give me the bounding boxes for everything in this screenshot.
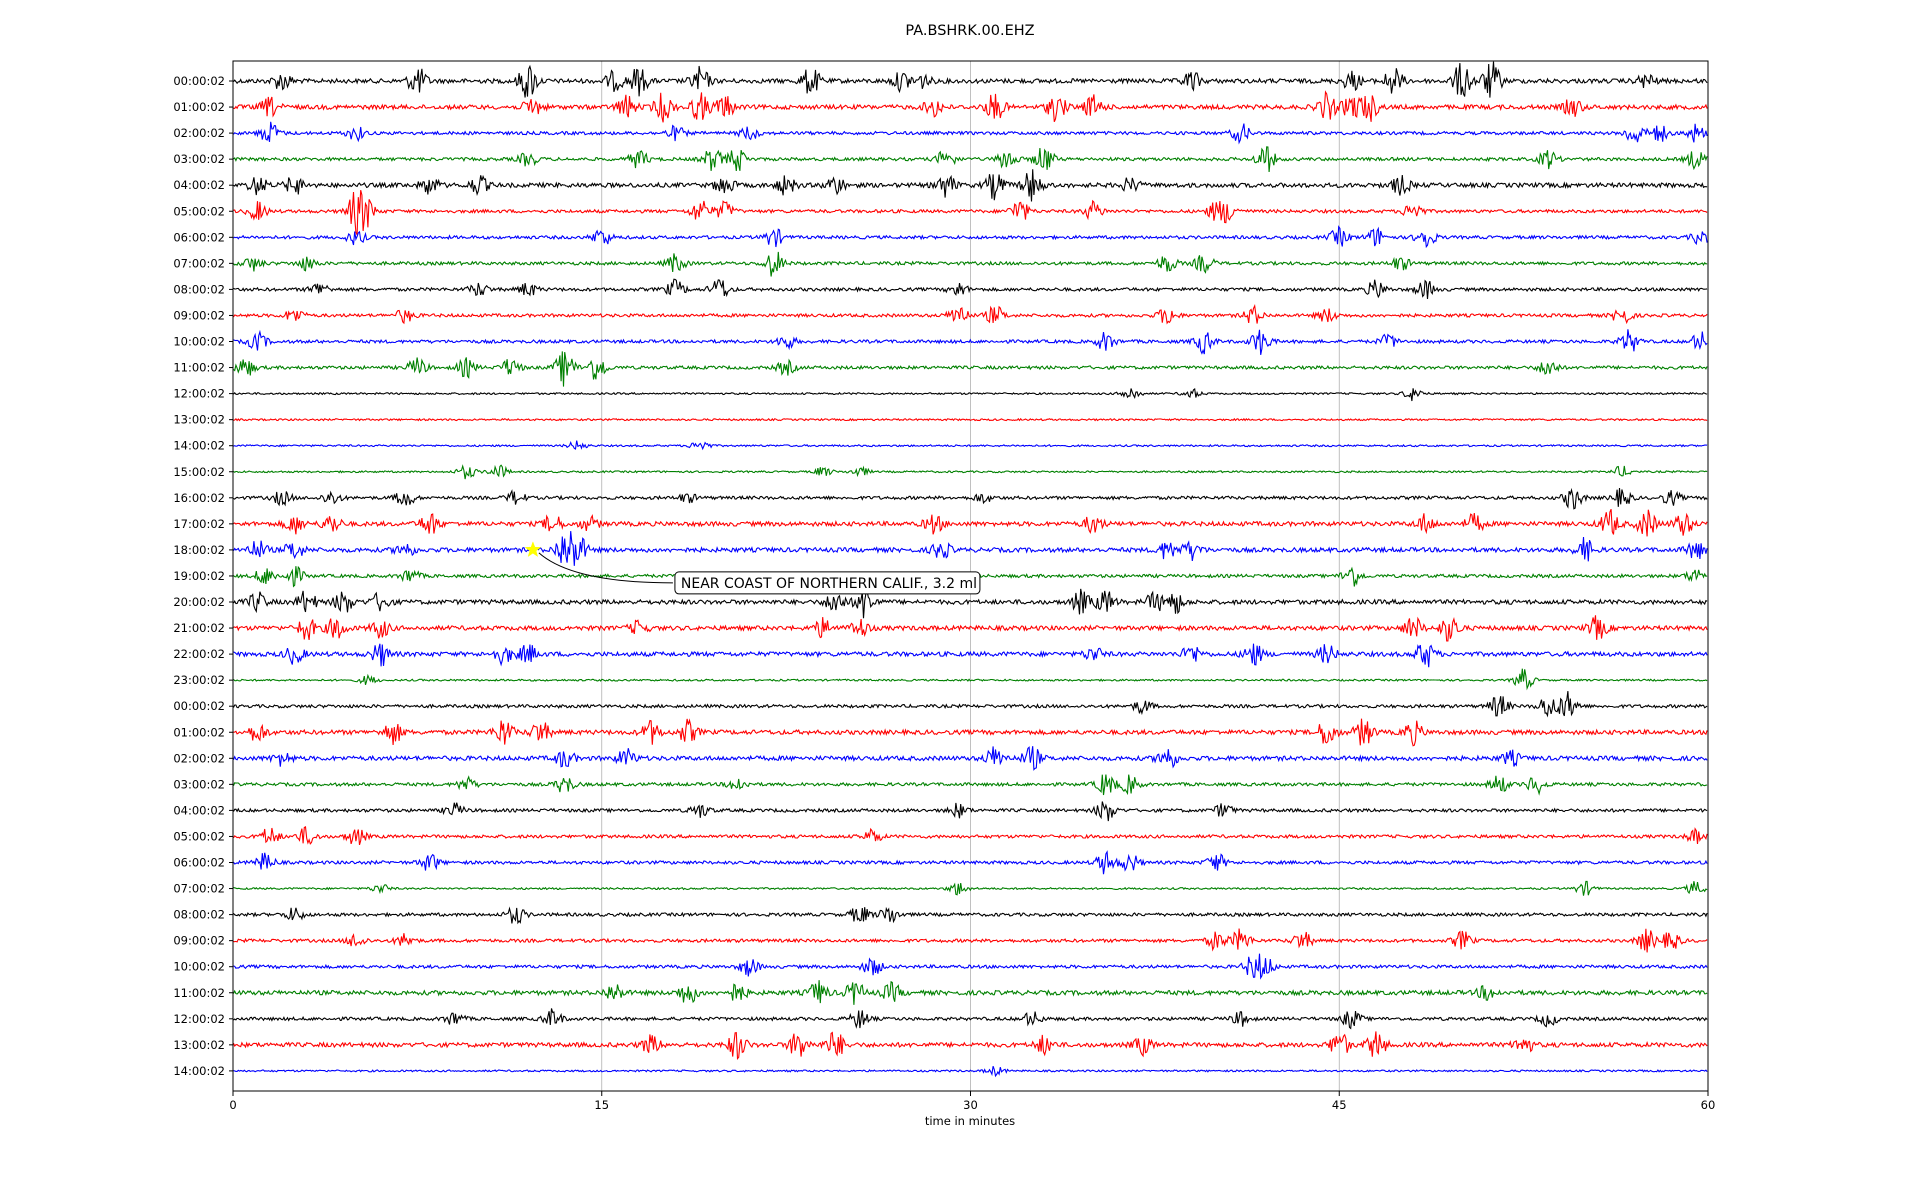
trace-row-6 xyxy=(233,225,1708,249)
row-label: 04:00:02 xyxy=(173,803,225,817)
trace-row-25 xyxy=(233,718,1708,747)
row-label: 06:00:02 xyxy=(173,230,225,244)
trace-row-23 xyxy=(233,668,1708,691)
trace-row-29 xyxy=(233,826,1708,846)
trace-row-8 xyxy=(233,278,1708,299)
trace-row-5 xyxy=(233,189,1708,236)
row-label: 06:00:02 xyxy=(173,856,225,870)
row-label: 12:00:02 xyxy=(173,1012,225,1026)
row-label: 11:00:02 xyxy=(173,986,225,1000)
row-label: 14:00:02 xyxy=(173,439,225,453)
row-label: 02:00:02 xyxy=(173,751,225,765)
x-axis-ticks: 0 15 30 45 60 xyxy=(229,1091,1715,1112)
row-label: 03:00:02 xyxy=(173,152,225,166)
row-label: 08:00:02 xyxy=(173,908,225,922)
row-label: 01:00:02 xyxy=(173,100,225,114)
trace-row-17 xyxy=(233,508,1708,537)
trace-row-13 xyxy=(233,417,1708,422)
x-tick-label: 60 xyxy=(1701,1098,1716,1112)
trace-row-36 xyxy=(233,1008,1708,1030)
trace-row-21 xyxy=(233,615,1708,642)
row-labels: 00:00:02 01:00:02 02:00:02 03:00:02 04:00:02… xyxy=(173,74,233,1078)
trace-row-37 xyxy=(232,1031,1708,1060)
x-tick-label: 45 xyxy=(1332,1098,1347,1112)
annotation-box xyxy=(674,571,981,595)
trace-row-28 xyxy=(233,801,1708,822)
x-tick-label: 15 xyxy=(594,1098,609,1112)
row-label: 15:00:02 xyxy=(173,465,225,479)
row-label: 22:00:02 xyxy=(173,647,225,661)
row-label: 05:00:02 xyxy=(173,829,225,843)
trace-row-9 xyxy=(233,304,1708,325)
trace-group xyxy=(232,61,1708,1078)
row-label: 21:00:02 xyxy=(173,621,225,635)
event-star-marker xyxy=(524,541,542,557)
row-label: 08:00:02 xyxy=(173,282,225,296)
row-label: 01:00:02 xyxy=(173,725,225,739)
trace-row-18 xyxy=(233,531,1708,566)
x-tick-label: 0 xyxy=(229,1098,236,1112)
trace-row-20 xyxy=(233,588,1708,619)
trace-row-34 xyxy=(233,953,1708,980)
row-label: 12:00:02 xyxy=(173,387,225,401)
trace-row-22 xyxy=(233,643,1708,668)
row-label: 07:00:02 xyxy=(173,882,225,896)
row-label: 02:00:02 xyxy=(173,126,225,140)
trace-row-11 xyxy=(233,351,1708,387)
row-label: 17:00:02 xyxy=(173,517,225,531)
x-axis-label: time in minutes xyxy=(925,1114,1015,1128)
row-label: 00:00:02 xyxy=(173,699,225,713)
trace-row-35 xyxy=(233,980,1708,1005)
row-label: 18:00:02 xyxy=(173,543,225,557)
x-tick-label: 30 xyxy=(963,1098,978,1112)
trace-row-15 xyxy=(233,464,1708,480)
trace-row-26 xyxy=(232,746,1708,771)
trace-row-4 xyxy=(233,169,1708,202)
row-label: 09:00:02 xyxy=(173,308,225,322)
row-label: 00:00:02 xyxy=(173,74,225,88)
trace-row-16 xyxy=(233,487,1708,510)
row-label: 19:00:02 xyxy=(173,569,225,583)
trace-row-2 xyxy=(233,121,1708,145)
chart-title: PA.BSHRK.00.EHZ xyxy=(905,23,1034,39)
annotation-arrow xyxy=(538,552,673,584)
trace-row-31 xyxy=(233,880,1708,896)
trace-row-38 xyxy=(233,1066,1708,1078)
row-label: 09:00:02 xyxy=(173,934,225,948)
trace-row-3 xyxy=(233,146,1708,173)
row-label: 11:00:02 xyxy=(173,361,225,375)
row-label: 03:00:02 xyxy=(173,777,225,791)
row-label: 16:00:02 xyxy=(173,491,225,505)
row-label: 20:00:02 xyxy=(173,595,225,609)
annotation-label: NEAR COAST OF NORTHERN CALIF., 3.2 ml xyxy=(681,576,977,592)
row-label: 13:00:02 xyxy=(173,1038,225,1052)
row-label: 07:00:02 xyxy=(173,256,225,270)
event-annotation: NEAR COAST OF NORTHERN CALIF., 3.2 ml xyxy=(524,541,981,595)
trace-row-32 xyxy=(233,906,1708,925)
trace-row-33 xyxy=(233,928,1708,953)
trace-row-24 xyxy=(233,691,1708,718)
trace-row-7 xyxy=(233,251,1708,277)
trace-row-0 xyxy=(233,61,1708,98)
trace-row-10 xyxy=(233,329,1708,356)
trace-row-12 xyxy=(233,388,1708,402)
row-label: 10:00:02 xyxy=(173,960,225,974)
row-label: 14:00:02 xyxy=(173,1064,225,1078)
row-label: 10:00:02 xyxy=(173,335,225,349)
row-label: 05:00:02 xyxy=(173,204,225,218)
row-label: 13:00:02 xyxy=(173,413,225,427)
trace-row-14 xyxy=(233,440,1708,451)
trace-row-27 xyxy=(232,774,1708,796)
trace-row-30 xyxy=(233,850,1708,875)
row-label: 04:00:02 xyxy=(173,178,225,192)
row-label: 23:00:02 xyxy=(173,673,225,687)
trace-row-1 xyxy=(233,90,1708,123)
